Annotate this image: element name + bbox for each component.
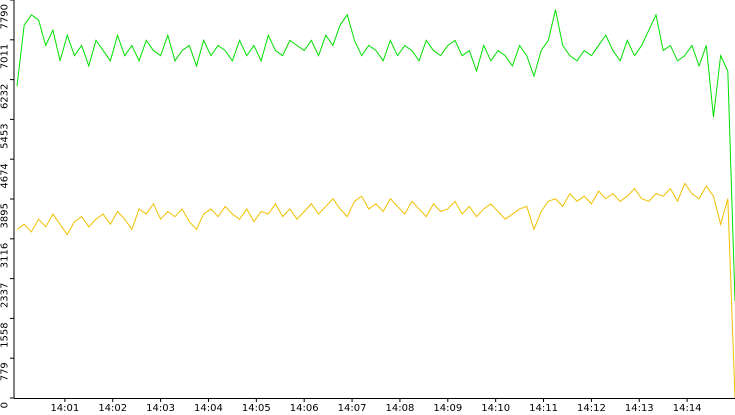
y-tick-label: 6232 (0, 84, 10, 109)
y-tick-label: 2337 (0, 283, 10, 308)
x-tick-label: 14:05 (242, 403, 271, 414)
x-tick-label: 14:03 (146, 403, 175, 414)
x-tick-label: 14:04 (194, 403, 223, 414)
y-tick-label: 7011 (0, 44, 10, 69)
y-tick-label: 779 (0, 362, 10, 381)
y-tick-label: 7790 (0, 4, 10, 29)
x-tick-label: 14:06 (290, 403, 319, 414)
x-tick-label: 14:09 (433, 403, 462, 414)
x-tick-label: 14:02 (98, 403, 127, 414)
x-tick-label: 14:12 (577, 403, 606, 414)
y-tick-label: 3895 (0, 203, 10, 228)
x-tick-label: 14:13 (625, 403, 654, 414)
x-tick-label: 14:08 (386, 403, 415, 414)
y-tick-label: 1558 (0, 322, 10, 347)
data-line (16, 9, 735, 301)
data-line (16, 182, 735, 399)
x-tick-label: 14:10 (481, 403, 510, 414)
x-tick-label: 14:11 (529, 403, 558, 414)
y-tick-label: 4674 (0, 163, 10, 188)
x-tick-label: 14:07 (338, 403, 367, 414)
y-tick-label: 0 (0, 402, 10, 408)
x-tick-label: 14:14 (673, 403, 702, 414)
x-tick-label: 14:01 (50, 403, 79, 414)
y-tick-label: 5453 (0, 123, 10, 148)
y-tick-label: 3116 (0, 243, 10, 268)
